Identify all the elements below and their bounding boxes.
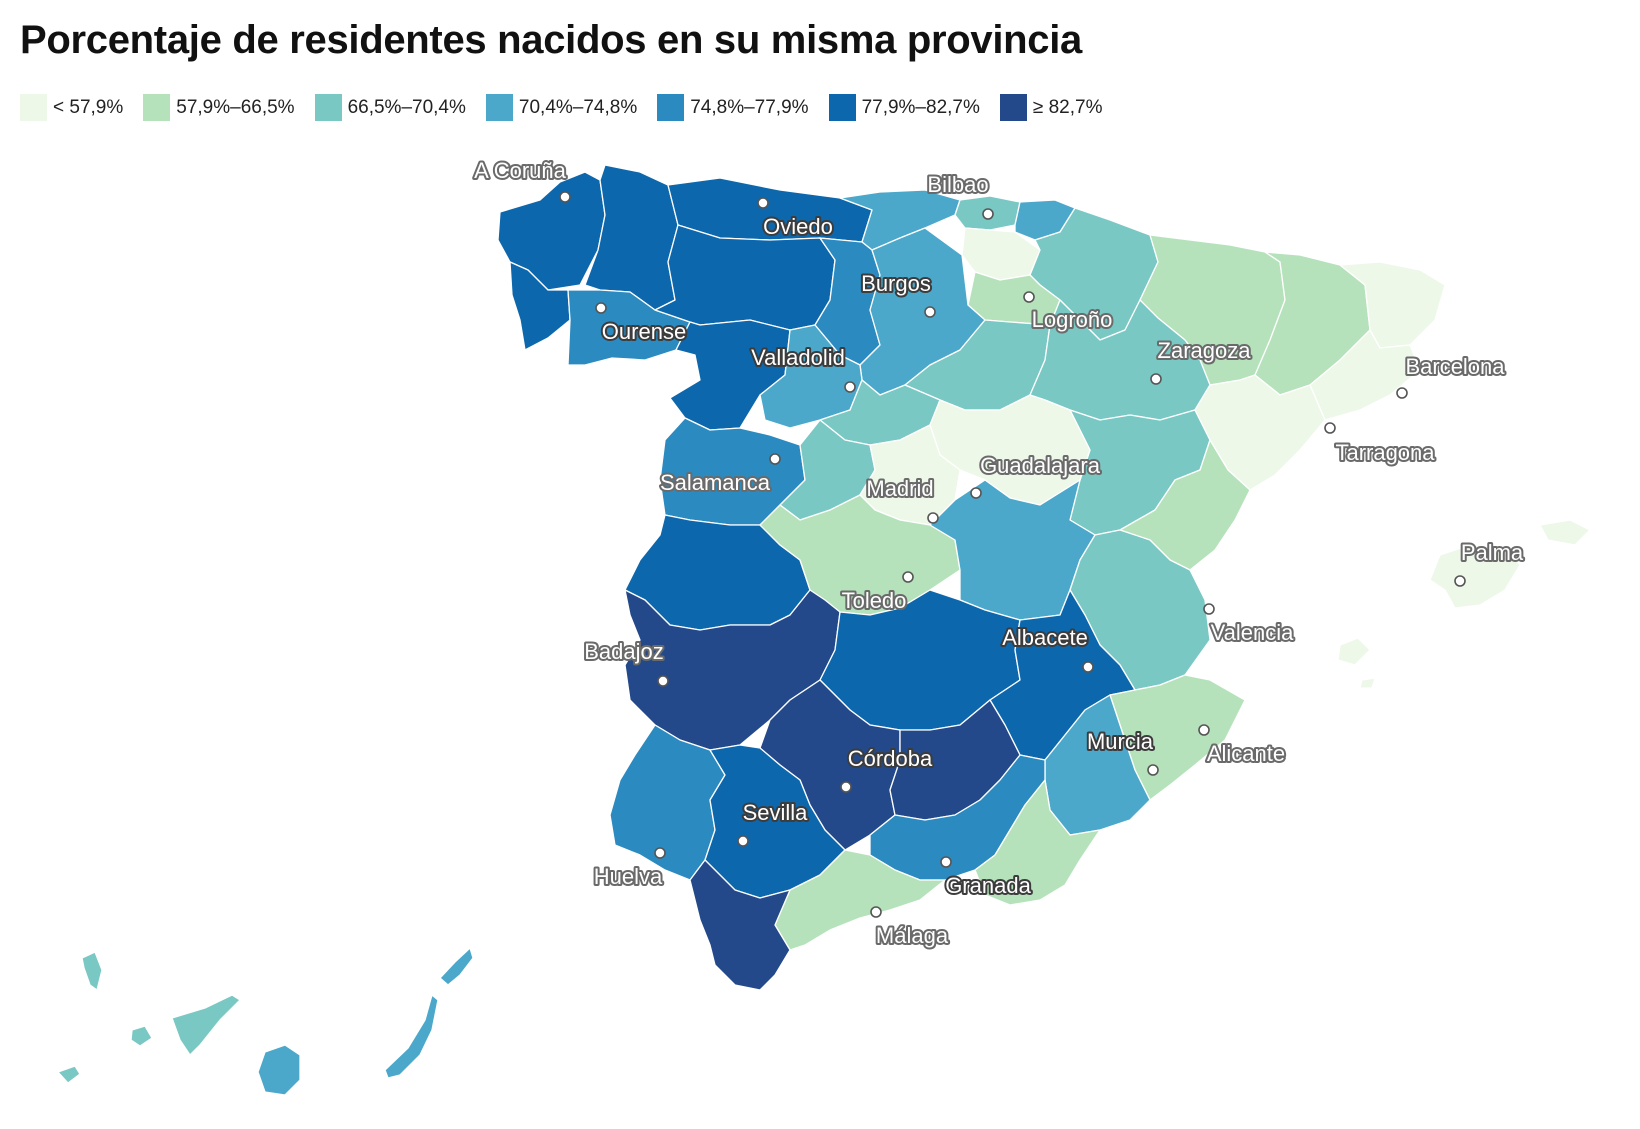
city-dot-zaragoza	[1150, 373, 1162, 385]
province-gran-canaria[interactable]	[257, 1044, 301, 1096]
province-leon[interactable]	[654, 224, 836, 331]
legend-item-3: 66,5%–70,4%	[314, 94, 466, 121]
city-dot-valladolid	[844, 381, 856, 393]
legend-item-6: 77,9%–82,7%	[828, 94, 980, 121]
map-title: Porcentaje de residentes nacidos en su m…	[20, 18, 1082, 62]
city-dot-madrid	[927, 512, 939, 524]
province-barcelona[interactable]	[1309, 329, 1421, 421]
city-label-malaga: Málaga	[876, 923, 949, 948]
legend-swatch-3	[314, 94, 342, 121]
province-almeria[interactable]	[974, 779, 1101, 906]
city-label-barcelona: Barcelona	[1405, 354, 1505, 379]
legend-label-1: < 57,9%	[53, 96, 124, 118]
province-girona[interactable]	[1339, 261, 1446, 349]
city-label-granada: Granada	[945, 873, 1031, 898]
city-dot-granada	[940, 856, 952, 868]
city-dot-albacete	[1082, 661, 1094, 673]
city-label-sevilla: Sevilla	[743, 800, 809, 825]
legend-item-2: 57,9%–66,5%	[143, 94, 295, 121]
city-dot-ourense	[595, 302, 607, 314]
legend-swatch-1	[20, 94, 47, 121]
city-dot-huelva	[654, 847, 666, 859]
city-dot-barcelona	[1396, 387, 1408, 399]
province-mallorca[interactable]	[1429, 544, 1521, 609]
city-dot-tarragona	[1324, 422, 1336, 434]
city-dot-salamanca	[769, 453, 781, 465]
city-label-burgos: Burgos	[861, 271, 931, 296]
city-label-toledo: Toledo	[842, 588, 907, 613]
province-lanzarote[interactable]	[439, 947, 474, 986]
legend-item-7: ≥ 82,7%	[999, 94, 1103, 121]
city-dot-guadalajara	[970, 487, 982, 499]
province-formentera[interactable]	[1359, 677, 1376, 689]
city-label-valencia: Valencia	[1211, 620, 1295, 645]
city-dot-murcia	[1147, 764, 1159, 776]
city-dot-palma	[1454, 575, 1466, 587]
province-el-hierro[interactable]	[57, 1065, 81, 1084]
legend-item-4: 70,4%–74,8%	[485, 94, 638, 121]
city-dot-bilbao	[982, 208, 994, 220]
city-dot-badajoz	[657, 675, 669, 687]
city-dot-a-coruna	[559, 191, 571, 203]
province-tenerife[interactable]	[171, 994, 241, 1056]
legend-item-1: < 57,9%	[20, 94, 123, 121]
city-label-alicante: Alicante	[1207, 741, 1285, 766]
legend-swatch-7	[999, 94, 1027, 121]
city-label-salamanca: Salamanca	[660, 470, 771, 495]
legend: < 57,9% 57,9%–66,5% 66,5%–70,4% 70,4%–74…	[20, 94, 1122, 121]
province-la-gomera[interactable]	[130, 1025, 153, 1047]
legend-swatch-4	[485, 94, 513, 121]
province-cadiz[interactable]	[689, 859, 791, 991]
province-menorca[interactable]	[1539, 519, 1591, 546]
city-dot-logrono	[1023, 291, 1035, 303]
city-label-albacete: Albacete	[1002, 625, 1088, 650]
city-label-murcia: Murcia	[1087, 729, 1154, 754]
city-label-badajoz: Badajoz	[584, 639, 664, 664]
city-label-zaragoza: Zaragoza	[1158, 338, 1252, 363]
city-label-logrono: Logroño	[1032, 307, 1113, 332]
province-pontevedra[interactable]	[509, 261, 571, 351]
city-label-huelva: Huelva	[594, 864, 663, 889]
city-markers: A Coruña Oviedo Bilbao Burgos Logroño Ou…	[472, 156, 1526, 950]
city-label-palma: Palma	[1461, 540, 1524, 565]
legend-swatch-5	[657, 94, 685, 121]
city-dot-valencia	[1203, 603, 1215, 615]
provinces	[57, 164, 1591, 1096]
city-dot-toledo	[902, 571, 914, 583]
city-dot-oviedo	[757, 197, 769, 209]
city-label-guadalajara: Guadalajara	[980, 453, 1101, 478]
legend-label-5: 74,8%–77,9%	[690, 96, 809, 118]
legend-label-3: 66,5%–70,4%	[347, 96, 466, 118]
legend-label-4: 70,4%–74,8%	[518, 96, 638, 118]
city-label-a-coruna: A Coruña	[474, 158, 566, 183]
legend-swatch-2	[143, 94, 171, 121]
city-label-valladolid: Valladolid	[751, 345, 845, 370]
city-label-tarragona: Tarragona	[1335, 440, 1435, 465]
city-label-cordoba: Córdoba	[848, 746, 933, 771]
city-dot-burgos	[924, 306, 936, 318]
legend-label-7: ≥ 82,7%	[1032, 96, 1103, 118]
city-label-oviedo: Oviedo	[763, 214, 833, 239]
legend-label-2: 57,9%–66,5%	[176, 96, 295, 118]
city-dot-sevilla	[737, 835, 749, 847]
province-fuerteventura[interactable]	[384, 994, 439, 1079]
city-dot-cordoba	[840, 781, 852, 793]
city-dot-malaga	[870, 906, 882, 918]
city-label-ourense: Ourense	[602, 319, 686, 344]
legend-label-6: 77,9%–82,7%	[861, 96, 980, 118]
province-ibiza[interactable]	[1337, 637, 1371, 666]
city-label-madrid: Madrid	[866, 476, 933, 501]
city-dot-alicante	[1198, 724, 1210, 736]
city-label-bilbao: Bilbao	[927, 172, 988, 197]
legend-swatch-6	[828, 94, 856, 121]
legend-item-5: 74,8%–77,9%	[657, 94, 809, 121]
province-la-palma[interactable]	[81, 951, 103, 991]
